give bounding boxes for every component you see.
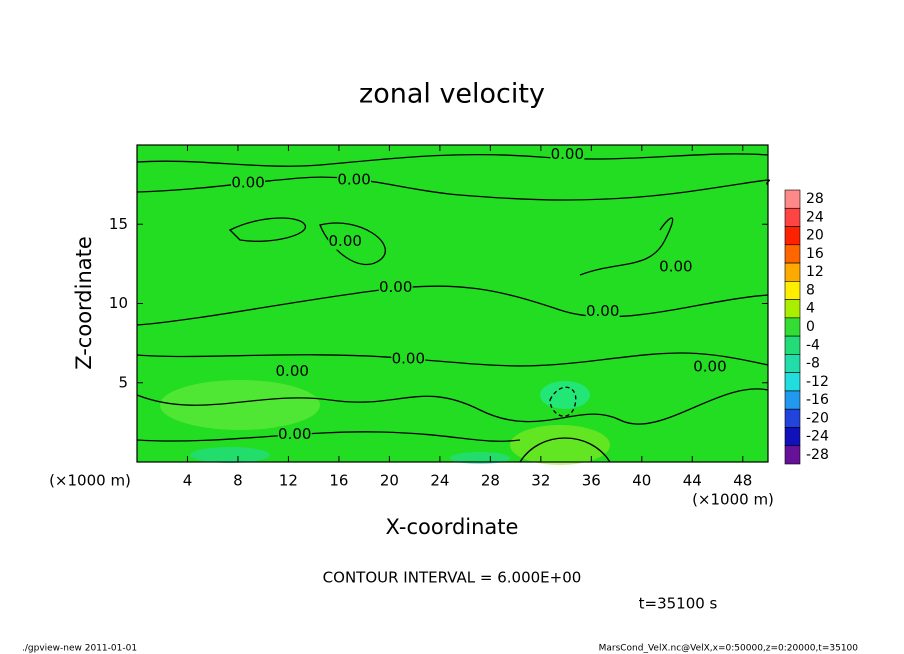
colorbar-label: 8 — [806, 282, 815, 298]
y-tick-label: 5 — [118, 373, 128, 391]
x-tick-label: 48 — [733, 472, 752, 490]
colorbar-label: -4 — [806, 337, 820, 353]
x-unit-label: (×1000 m) — [692, 491, 774, 509]
chart-title: zonal velocity — [359, 79, 545, 110]
colorbar-box — [784, 299, 801, 319]
x-tick-label: 36 — [582, 472, 601, 490]
contour-label: 0.00 — [231, 174, 264, 192]
x-tick-label: 40 — [632, 472, 651, 490]
annotation-bg — [585, 303, 620, 320]
y-axis-label: Z-coordinate — [72, 236, 96, 370]
x-tick-label: 16 — [329, 472, 348, 490]
shade — [190, 447, 270, 463]
x-tick-label: 8 — [233, 472, 243, 490]
contour-line — [228, 217, 306, 242]
contour-interval: CONTOUR INTERVAL = 6.000E+00 — [323, 569, 582, 587]
y-tick-label: 10 — [109, 294, 128, 312]
colorbar-box — [784, 408, 801, 428]
colorbar-box — [784, 281, 801, 300]
colorbar-label: 16 — [806, 246, 824, 262]
footer-right: MarsCond_VelX.nc@VelX,x=0:50000,z=0:2000… — [599, 644, 859, 654]
colorbar-box — [784, 390, 801, 410]
x-tick-label: 20 — [380, 472, 399, 490]
colorbar-label: -12 — [806, 374, 829, 390]
x-unit-label: (×1000 m) — [49, 472, 131, 490]
contour-label: 0.00 — [379, 278, 412, 296]
contour-label: 0.00 — [392, 349, 425, 367]
annotation-bg — [391, 350, 426, 367]
contour-line — [136, 352, 769, 367]
annotation-bg — [378, 279, 413, 296]
contour-line — [136, 388, 769, 425]
colorbar-label: 20 — [806, 228, 824, 244]
contour-label: 0.00 — [278, 425, 311, 443]
colorbar-box — [784, 244, 801, 264]
contour-line — [136, 431, 521, 442]
colorbar-box — [784, 335, 801, 355]
x-tick-label: 28 — [481, 472, 500, 490]
field-shading — [160, 380, 610, 465]
contour-label: 0.00 — [329, 232, 362, 250]
y-tick-label: 15 — [109, 215, 128, 233]
colorbar-box — [784, 427, 801, 447]
contour-label: 0.00 — [551, 145, 584, 163]
annotation-bg — [275, 363, 310, 380]
contour-line — [136, 285, 769, 326]
annotation-bg — [328, 233, 363, 250]
colorbar-label: 24 — [806, 209, 824, 225]
contour-label: 0.00 — [659, 258, 692, 276]
x-tick-label: 4 — [183, 472, 193, 490]
colorbar-label: -8 — [806, 356, 820, 372]
contour-line — [519, 437, 611, 463]
colorbar-box — [784, 189, 801, 209]
colorbar-box — [784, 207, 801, 227]
x-tick-label: 44 — [683, 472, 702, 490]
colorbar-box — [784, 317, 801, 337]
colorbar-label: 12 — [806, 264, 824, 280]
shade — [160, 380, 320, 430]
annotation-bg — [692, 358, 727, 375]
x-tick-label: 24 — [430, 472, 449, 490]
contour-label: 0.00 — [693, 357, 726, 375]
contour-label: 0.00 — [337, 170, 370, 188]
shade — [510, 425, 610, 465]
footer-left: ./gpview-new 2011-01-01 — [22, 644, 137, 654]
colorbar-label: -24 — [806, 429, 829, 445]
annotation-bg — [277, 426, 312, 443]
contour-line — [136, 153, 769, 167]
colorbar-box — [784, 445, 801, 465]
colorbar-label: -16 — [806, 392, 829, 408]
contour-line — [579, 217, 674, 276]
annotation-bg — [550, 146, 585, 163]
colorbar-label: 28 — [806, 191, 824, 207]
colorbar-label: -20 — [806, 410, 829, 426]
contour-label: 0.00 — [586, 302, 619, 320]
contour-line — [549, 386, 577, 417]
shade — [540, 381, 590, 409]
x-tick-label: 32 — [531, 472, 550, 490]
shade — [450, 452, 510, 464]
colorbar-label: 4 — [806, 301, 815, 317]
annotation-bg — [231, 175, 266, 192]
colorbar-box — [784, 226, 801, 246]
x-axis-label: X-coordinate — [386, 515, 519, 539]
colorbar-label: 0 — [806, 319, 815, 335]
colorbar-box — [784, 354, 801, 373]
contour-label: 0.00 — [276, 362, 309, 380]
colorbar-box — [784, 262, 801, 282]
annotation-bg — [658, 259, 693, 276]
x-tick-label: 12 — [279, 472, 298, 490]
annotation-bg — [337, 171, 372, 188]
colorbar-box — [784, 372, 801, 392]
time-label: t=35100 s — [639, 595, 718, 613]
colorbar-label: -28 — [806, 447, 829, 463]
